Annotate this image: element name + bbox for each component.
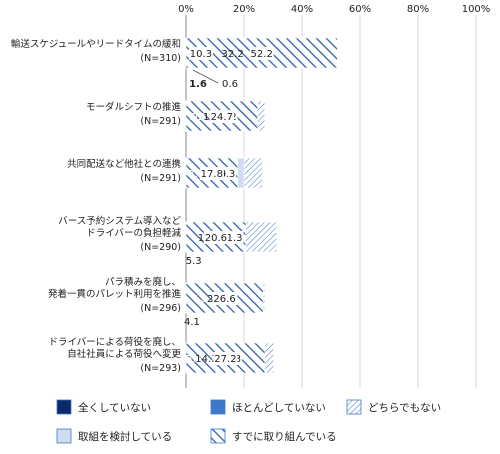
category-n-label: (N=291) [140, 173, 181, 184]
x-tick-label: 80% [407, 4, 429, 15]
legend-swatch [210, 428, 226, 444]
legend-label: すでに取り組んでいる [232, 430, 337, 443]
data-label: 5.3 [186, 256, 202, 267]
x-tick-label: 20% [233, 4, 255, 15]
data-label: 26.6 [213, 294, 235, 305]
legend-swatch [210, 399, 226, 415]
data-label: 5.6 [186, 354, 202, 365]
legend-label: ほとんどしていない [232, 402, 326, 414]
data-label: 27.2 [214, 354, 236, 365]
category-label: モーダルシフトの推進 [86, 101, 182, 113]
category-label: ドライバーによる荷役を廃し、自社社員による荷役へ変更 [48, 336, 181, 360]
category-label: バース予約システム導入などドライバーの負担軽減 [58, 215, 181, 239]
data-label: 12.5 [193, 294, 215, 305]
category-n-label: (N=290) [140, 242, 181, 253]
data-label: 20.6 [205, 233, 227, 244]
data-label-background [203, 231, 228, 244]
data-label: 7.2 [188, 169, 204, 180]
data-label-background [212, 292, 237, 305]
data-label: 17.8 [201, 169, 223, 180]
leader-line [192, 69, 219, 84]
x-tick-label: 0% [178, 4, 194, 15]
legend-swatch [56, 399, 72, 415]
data-label: 14.4 [196, 354, 218, 365]
x-tick-label: 60% [349, 4, 371, 15]
data-label: 12.5 [193, 112, 215, 123]
legend-swatch [346, 399, 362, 415]
data-label: 32.2 [222, 49, 244, 60]
legend-label: 全くしていない [78, 401, 151, 414]
category-label: 共同配送など他社との連携 [67, 158, 181, 170]
data-label-background [188, 47, 213, 60]
data-label: 0.6 [222, 79, 238, 90]
category-n-label: (N=310) [140, 53, 181, 64]
data-label: 7.2 [188, 112, 204, 123]
x-tick-label: 100% [462, 4, 491, 15]
data-label-background [249, 47, 274, 60]
category-label: 輸送スケジュールやリードタイムの緩和 [11, 38, 181, 50]
data-label: 4.1 [184, 317, 200, 328]
legend-label: どちらでもない [368, 402, 441, 414]
data-label: 10.3 [190, 49, 212, 60]
data-label-background [199, 167, 224, 180]
data-label-background [213, 352, 238, 365]
data-label: 1.6 [189, 79, 207, 90]
category-n-label: (N=293) [140, 363, 181, 374]
legend-swatch [56, 428, 72, 444]
x-tick-label: 40% [291, 4, 313, 15]
data-label: 31.3 [220, 233, 242, 244]
category-label: パラ積みを廃し、発着一貫のパレット利用を推進 [48, 276, 182, 300]
data-label: 24.7 [211, 112, 233, 123]
data-label: 52.2 [251, 49, 273, 60]
data-label-background [209, 110, 234, 123]
legend-label: 取組を検討している [78, 430, 172, 443]
category-n-label: (N=296) [140, 303, 181, 314]
data-label: 14.1 [195, 354, 217, 365]
category-n-label: (N=291) [140, 116, 181, 127]
bar-segment [185, 342, 266, 374]
data-label: 26.3 [213, 169, 235, 180]
